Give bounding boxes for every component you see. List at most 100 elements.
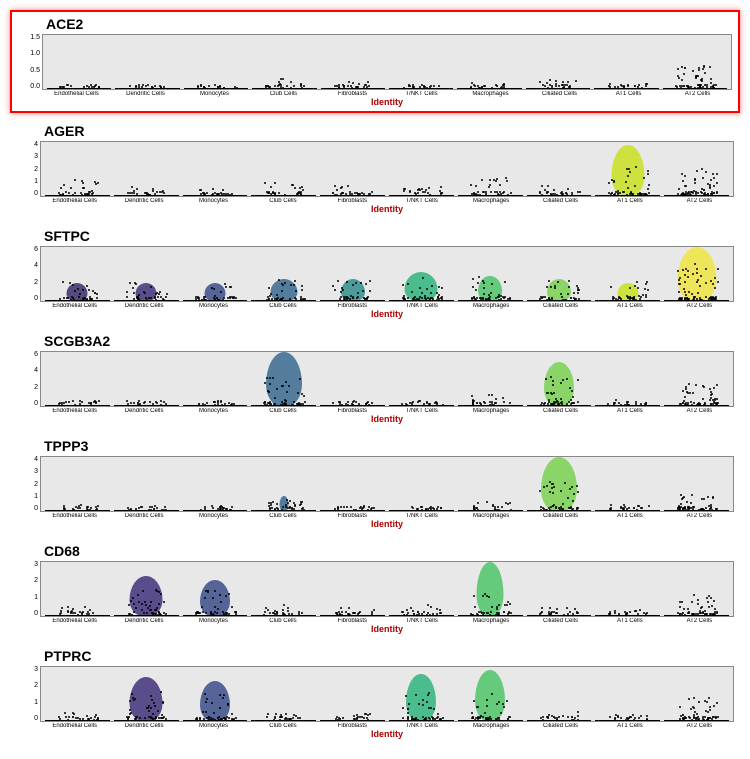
- violin-column: [389, 564, 454, 616]
- jitter-dot: [231, 506, 233, 508]
- violin-column: [251, 144, 316, 196]
- violin-column: [527, 459, 592, 511]
- jitter-dot: [407, 283, 409, 285]
- jitter-dot: [549, 607, 551, 609]
- jitter-dot: [334, 185, 336, 187]
- baseline: [251, 720, 316, 721]
- x-axis-title: Identity: [40, 204, 734, 214]
- violin-column: [114, 249, 179, 301]
- jitter-dot: [714, 287, 716, 289]
- x-tick-label: Endothelial Cells: [40, 303, 109, 309]
- jitter-dot: [75, 506, 77, 508]
- jitter-dot: [442, 717, 444, 719]
- violin-column: [527, 144, 592, 196]
- x-tick-label: Endothelial Cells: [40, 723, 109, 729]
- x-tick-label: Ciliated Cells: [526, 513, 595, 519]
- jitter-dot: [705, 507, 707, 509]
- jitter-dot: [269, 383, 271, 385]
- violin-column: [251, 249, 316, 301]
- jitter-dot: [231, 713, 233, 715]
- jitter-dot: [264, 611, 266, 613]
- jitter-dot: [542, 716, 544, 718]
- baseline: [183, 405, 248, 406]
- x-tick-label: AT1 Cells: [595, 618, 664, 624]
- y-tick: 1: [34, 699, 38, 706]
- jitter-dot: [160, 593, 162, 595]
- y-axis: 6420: [16, 246, 40, 302]
- x-tick-label: Monocytes: [179, 513, 248, 519]
- jitter-dot: [61, 402, 63, 404]
- baseline: [664, 720, 729, 721]
- x-tick-label: Macrophages: [456, 303, 525, 309]
- jitter-dot: [157, 296, 159, 298]
- jitter-dot: [706, 597, 708, 599]
- violin-column: [664, 564, 729, 616]
- x-axis-title: Identity: [40, 729, 734, 739]
- jitter-dot: [415, 694, 417, 696]
- jitter-dot: [567, 716, 569, 718]
- jitter-dot: [698, 69, 700, 71]
- y-tick: 3: [34, 153, 38, 160]
- baseline: [45, 510, 110, 511]
- y-tick: 2: [34, 481, 38, 488]
- jitter-dot: [476, 297, 478, 299]
- jitter-dot: [65, 716, 67, 718]
- jitter-dot: [293, 85, 295, 87]
- jitter-dot: [484, 712, 486, 714]
- baseline: [45, 720, 110, 721]
- x-tick-label: Macrophages: [456, 408, 525, 414]
- baseline: [595, 720, 660, 721]
- jitter-dot: [703, 498, 705, 500]
- jitter-dot: [688, 698, 690, 700]
- baseline: [595, 405, 660, 406]
- jitter-dot: [569, 611, 571, 613]
- jitter-dot: [500, 295, 502, 297]
- baseline: [664, 195, 729, 196]
- jitter-dot: [421, 506, 423, 508]
- jitter-dot: [340, 607, 342, 609]
- x-tick-label: Ciliated Cells: [526, 408, 595, 414]
- x-tick-label: Club Cells: [249, 91, 318, 97]
- jitter-dot: [440, 507, 442, 509]
- jitter-dot: [358, 83, 360, 85]
- jitter-dot: [204, 506, 206, 508]
- jitter-dot: [471, 712, 473, 714]
- jitter-dot: [687, 392, 689, 394]
- baseline: [183, 615, 248, 616]
- jitter-dot: [554, 285, 556, 287]
- jitter-dot: [644, 288, 646, 290]
- jitter-dot: [683, 288, 685, 290]
- jitter-dot: [686, 501, 688, 503]
- y-axis: 3210: [16, 666, 40, 722]
- jitter-dot: [79, 293, 81, 295]
- jitter-dot: [407, 297, 409, 299]
- baseline: [527, 615, 592, 616]
- jitter-dot: [716, 384, 718, 386]
- jitter-dot: [441, 192, 443, 194]
- jitter-dot: [484, 85, 486, 87]
- jitter-dot: [213, 288, 215, 290]
- jitter-dot: [282, 609, 284, 611]
- jitter-dot: [704, 700, 706, 702]
- jitter-dot: [407, 717, 409, 719]
- jitter-dot: [95, 714, 97, 716]
- jitter-dot: [549, 491, 551, 493]
- jitter-dot: [126, 400, 128, 402]
- jitter-dot: [299, 504, 301, 506]
- jitter-dot: [138, 507, 140, 509]
- jitter-dot: [679, 601, 681, 603]
- jitter-dot: [633, 297, 635, 299]
- jitter-dot: [72, 716, 74, 718]
- jitter-dot: [647, 289, 649, 291]
- jitter-dot: [478, 276, 480, 278]
- jitter-dot: [147, 84, 149, 86]
- jitter-dot: [499, 184, 501, 186]
- jitter-dot: [267, 609, 269, 611]
- jitter-dot: [129, 85, 131, 87]
- jitter-dot: [610, 507, 612, 509]
- jitter-dot: [491, 606, 493, 608]
- violin-column: [389, 144, 454, 196]
- baseline: [458, 720, 523, 721]
- jitter-dot: [710, 78, 712, 80]
- jitter-dot: [301, 612, 303, 614]
